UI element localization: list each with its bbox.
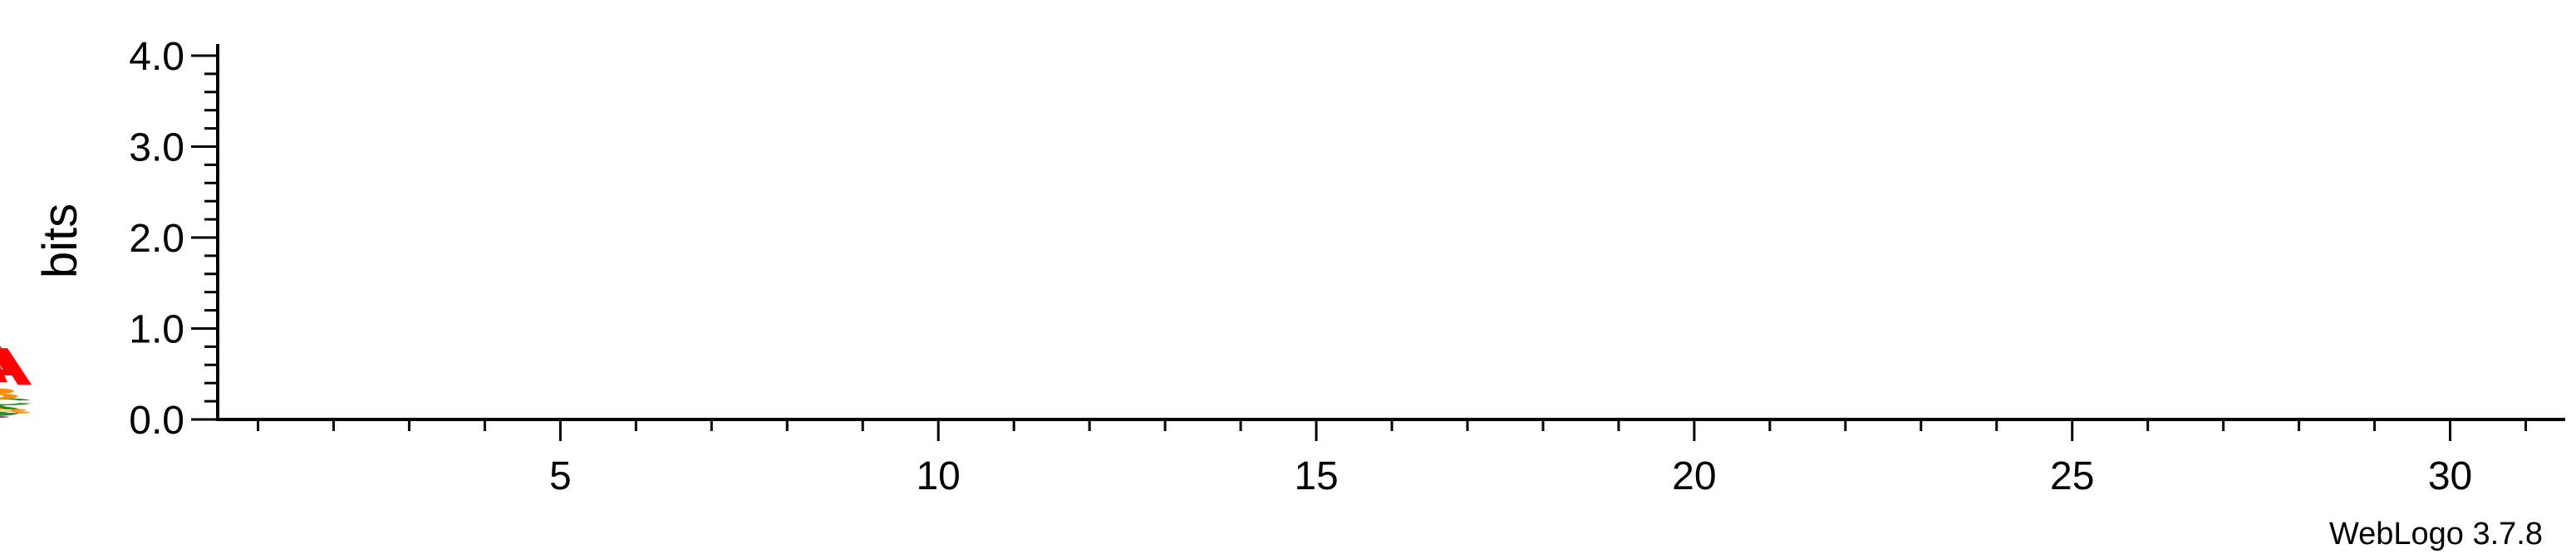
axes: 0.0 1.0 2.0 3.0 4.0 5 10 15 20 25 30 [129,35,2565,498]
glyph-pos2-a-2: A [0,328,22,385]
x-tick-label: 15 [1294,454,1338,498]
x-tick-label: 25 [2050,454,2094,498]
glyph-pos1-b-1: B [0,408,34,415]
y-tick-label: 2.0 [129,217,184,261]
x-tick-label: 10 [916,454,960,498]
x-tick-label: 20 [1672,454,1716,498]
glyph-pos1-p-0: P [0,415,12,419]
logo-glyph-stacks: PBCAZCBAZCAZBCAZBCAZACZBACZBACZCBAZBCBAZ… [0,313,34,419]
y-tick-label: 3.0 [129,126,184,170]
weblogo-credit: WebLogo 3.7.8 [2329,517,2543,552]
y-tick-label: 1.0 [129,308,184,352]
y-tick-label: 0.0 [129,399,184,443]
glyph-pos3-a-1: A [0,313,10,399]
x-tick-label: 30 [2428,454,2472,498]
y-axis-label: bits [33,203,87,278]
glyph-pos1-a-3: A [0,337,34,396]
y-tick-label: 4.0 [129,35,184,79]
glyph-pos1-c-2: C [0,397,34,408]
glyph-pos2-b-1: B [0,385,22,403]
x-tick-label: 5 [549,454,572,498]
glyph-pos3-c-0: C [0,400,10,419]
glyph-pos2-c-0: C [0,403,22,419]
